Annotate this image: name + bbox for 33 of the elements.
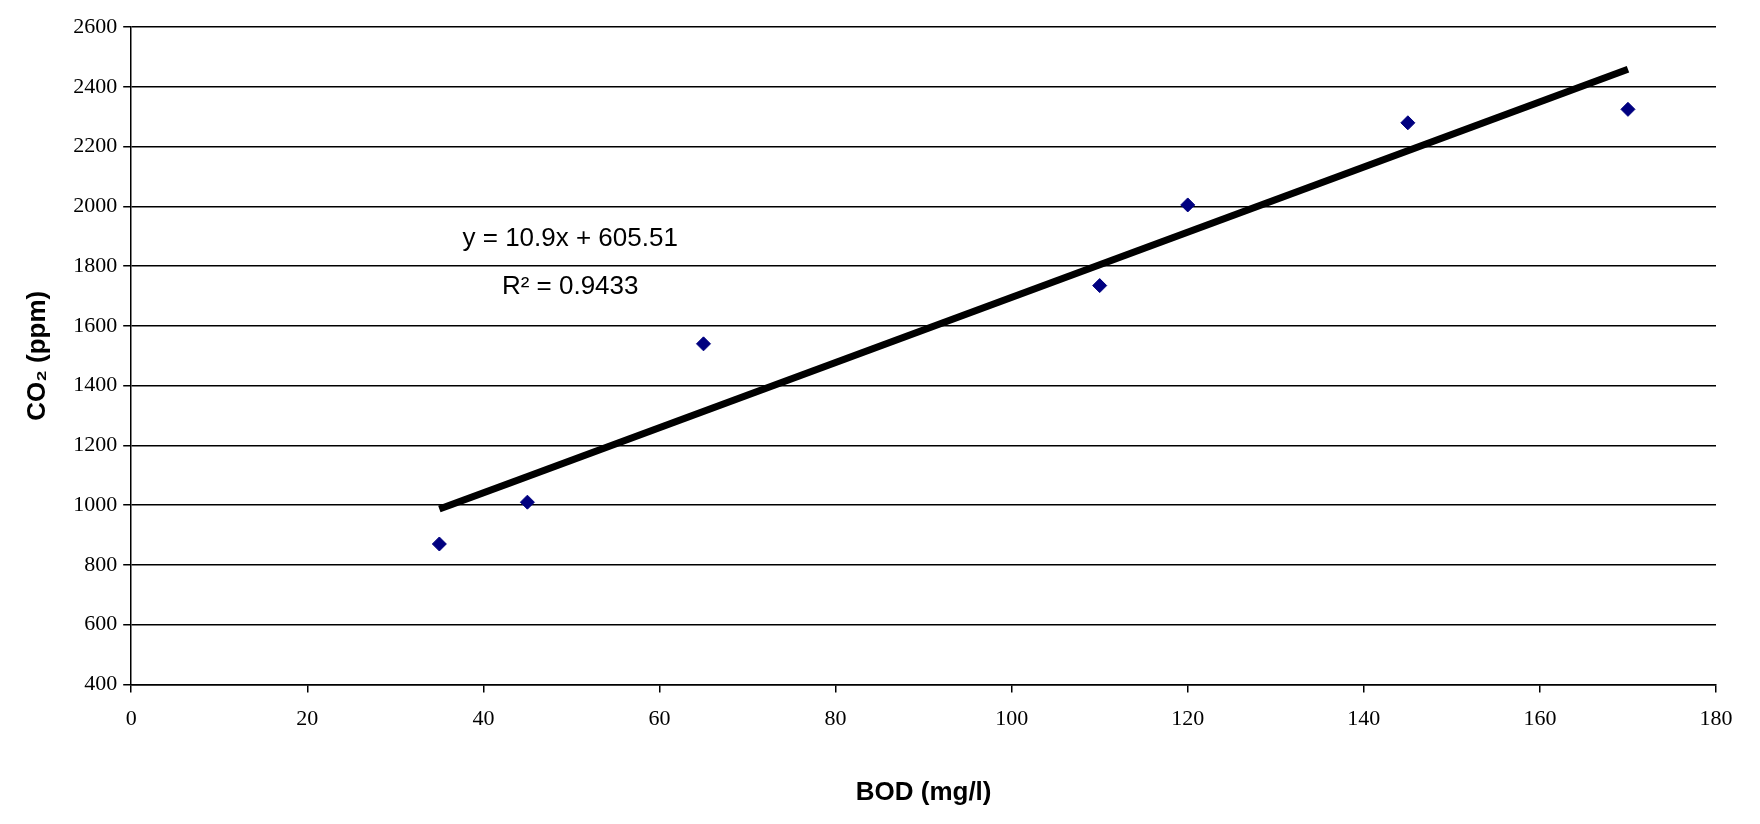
- x-tick-label: 60: [648, 705, 671, 731]
- x-tick-label: 140: [1347, 705, 1381, 731]
- y-tick-label: 400: [84, 670, 118, 696]
- x-axis-title: BOD (mg/l): [855, 775, 992, 806]
- y-tick-label: 1200: [73, 431, 118, 457]
- point: [1400, 115, 1416, 131]
- x-tick-label: 180: [1699, 705, 1733, 731]
- point: [1092, 278, 1108, 294]
- y-tick-label: 2600: [73, 12, 118, 38]
- x-tick-label: 100: [995, 705, 1029, 731]
- y-axis-title: CO₂ (ppm): [20, 290, 51, 421]
- y-tick-label: 1000: [73, 490, 118, 516]
- y-tick-label: 1800: [73, 251, 118, 277]
- point: [1620, 101, 1636, 117]
- annotation: R² = 0.9433: [501, 269, 639, 300]
- y-tick-label: 2200: [73, 132, 118, 158]
- y-tick-label: 1600: [73, 311, 118, 337]
- y-tick-label: 600: [84, 610, 118, 636]
- point: [431, 536, 447, 552]
- point: [1180, 197, 1196, 213]
- y-tick-label: 800: [84, 550, 118, 576]
- annotation: y = 10.9x + 605.51: [462, 221, 678, 252]
- y-tick-label: 1400: [73, 371, 118, 397]
- x-tick-label: 160: [1523, 705, 1557, 731]
- y-tick-label: 2400: [73, 72, 118, 98]
- point: [695, 336, 711, 352]
- x-tick-label: 80: [824, 705, 847, 731]
- x-tick-label: 20: [296, 705, 319, 731]
- y-tick-label: 2000: [73, 192, 118, 218]
- x-tick-label: 40: [472, 705, 495, 731]
- x-tick-label: 120: [1171, 705, 1205, 731]
- x-tick-label: 0: [125, 705, 137, 731]
- point: [519, 494, 535, 510]
